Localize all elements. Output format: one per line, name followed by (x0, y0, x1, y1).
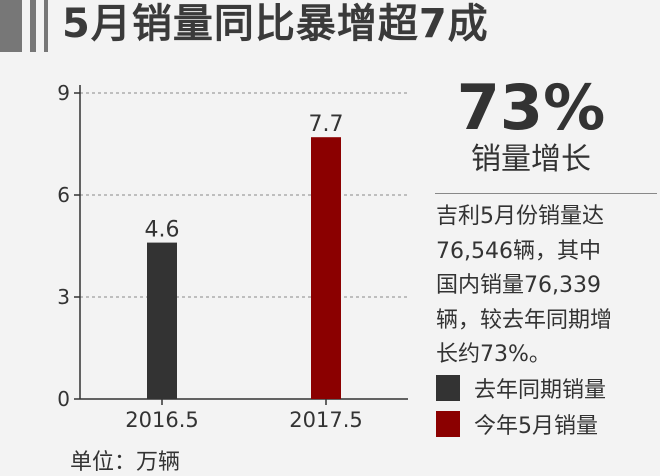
header-decoration-bar (0, 0, 22, 52)
page-title: 5月销量同比暴增超7成 (62, 1, 489, 47)
x-tick-label: 2017.5 (289, 408, 362, 432)
legend-swatch-this-year (436, 411, 460, 437)
bar-2017-5 (311, 137, 341, 399)
data-label: 4.6 (145, 218, 180, 243)
description-text: 吉利5月份销量达 76,546辆，其中 国内销量76,339 辆，较去年同期增 … (436, 200, 658, 373)
panel-divider (435, 193, 657, 194)
description-line: 辆，较去年同期增 (436, 307, 613, 333)
description-line: 76,546辆，其中 (436, 238, 601, 264)
growth-label: 销量增长 (471, 142, 591, 177)
x-tick-label: 2016.5 (125, 408, 198, 432)
header-decoration-bar (30, 0, 36, 52)
description-line: 国内销量76,339 (436, 273, 601, 298)
legend: 去年同期销量 今年5月销量 (436, 370, 606, 442)
legend-label: 今年5月销量 (474, 414, 598, 439)
y-tick-label: 6 (57, 183, 70, 207)
legend-item-this-year: 今年5月销量 (436, 406, 606, 442)
y-tick-label: 0 (57, 387, 70, 411)
unit-label: 单位：万辆 (70, 450, 181, 475)
growth-percent: 73% (456, 71, 606, 144)
bar-2016-5 (147, 242, 177, 399)
legend-swatch-last-year (436, 375, 460, 401)
description-line: 吉利5月份销量达 (436, 204, 604, 229)
legend-item-last-year: 去年同期销量 (436, 370, 606, 406)
bar-chart: 0 3 6 9 4.6 2016.5 7.7 2017.5 (57, 81, 408, 432)
data-label: 7.7 (309, 112, 344, 137)
y-tick-label: 9 (57, 81, 70, 105)
y-tick-label: 3 (57, 285, 70, 309)
legend-label: 去年同期销量 (474, 378, 607, 403)
header-decoration-bar (44, 0, 48, 52)
description-line: 长约73%。 (436, 342, 551, 367)
